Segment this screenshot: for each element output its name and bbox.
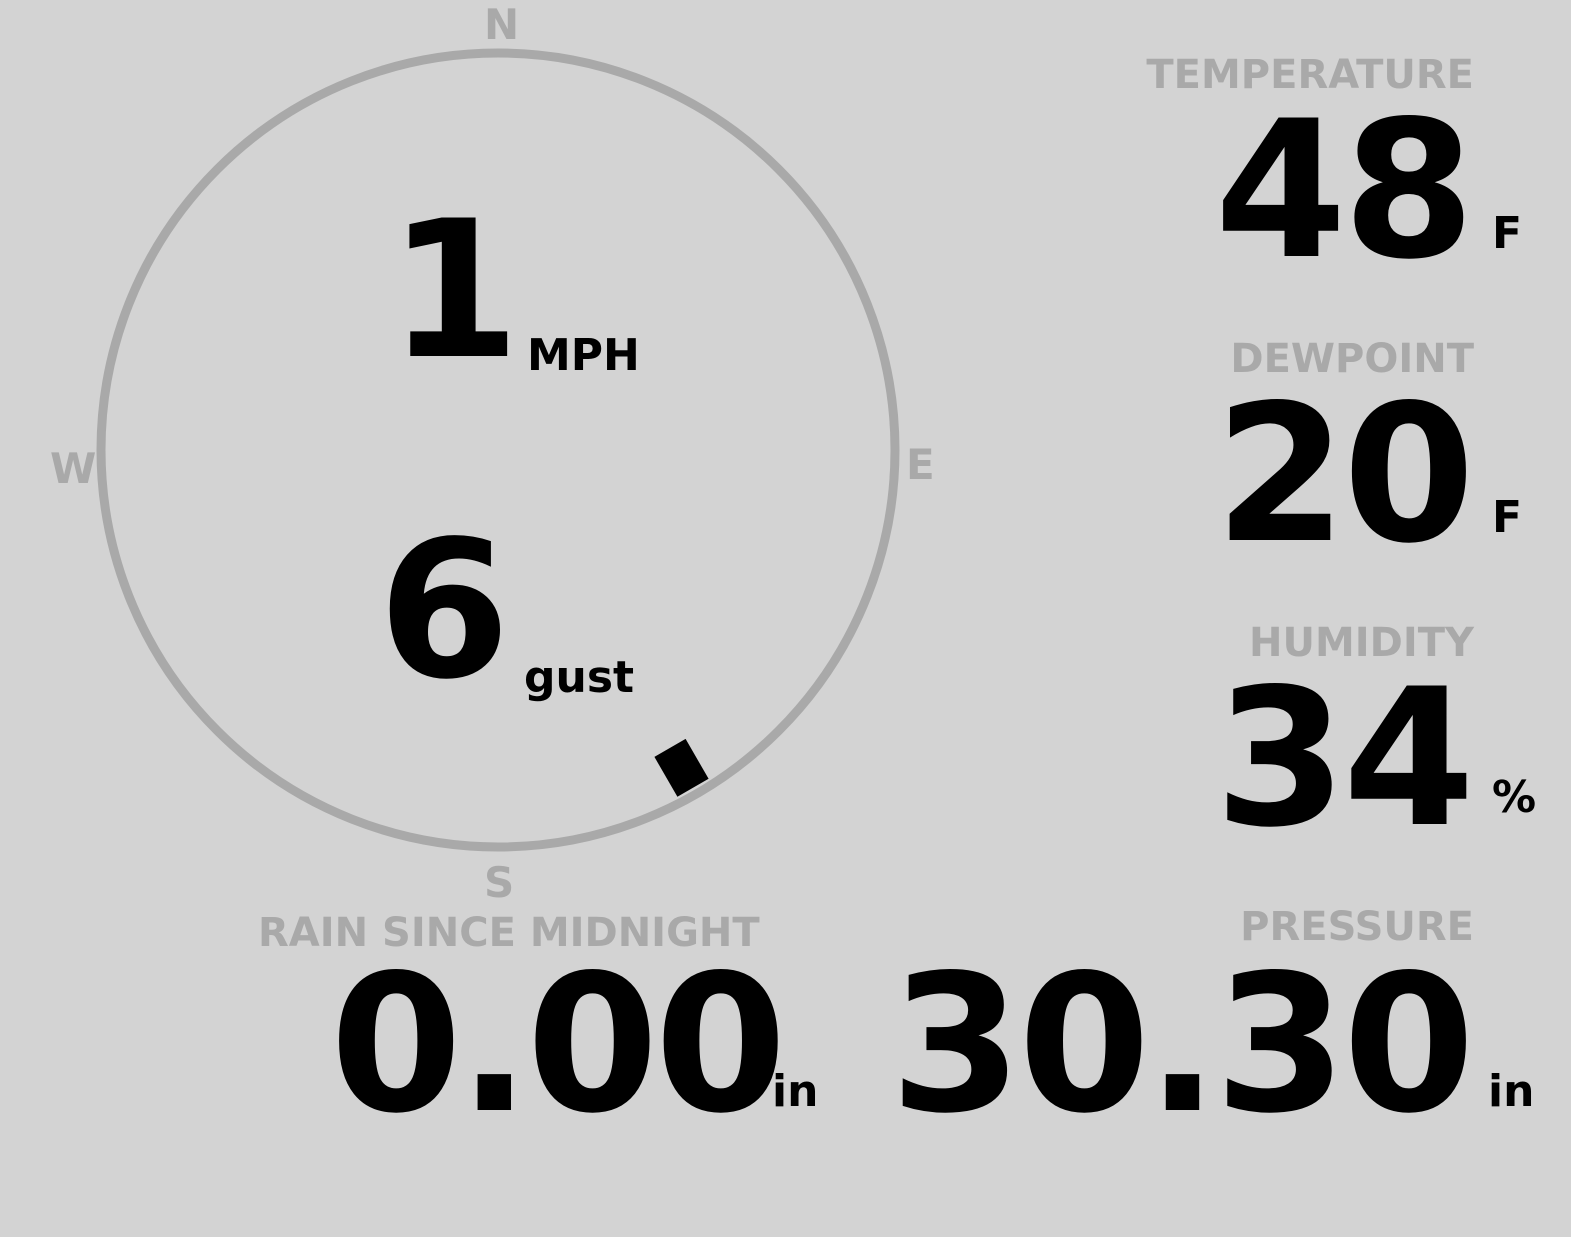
dewpoint-value: 20	[1214, 364, 1475, 585]
humidity-label: HUMIDITY	[1249, 620, 1474, 666]
temperature-unit: F	[1492, 208, 1523, 259]
pressure-unit: in	[1488, 1066, 1535, 1117]
dewpoint-unit: F	[1492, 492, 1523, 543]
wind-direction-marker	[654, 738, 709, 797]
wind-speed: 1	[388, 180, 520, 401]
pressure-label: PRESSURE	[1240, 904, 1474, 950]
humidity-value: 34	[1214, 648, 1475, 869]
humidity-unit: %	[1492, 772, 1537, 823]
compass-w: W	[50, 444, 97, 493]
wind-speed-unit: MPH	[527, 330, 640, 381]
compass-ring	[96, 48, 900, 852]
rain-unit: in	[772, 1066, 819, 1117]
dewpoint-label: DEWPOINT	[1230, 336, 1474, 382]
wind-gust-label: gust	[524, 652, 635, 703]
compass-e: E	[906, 440, 935, 489]
temperature-value: 48	[1214, 80, 1475, 301]
temperature-label: TEMPERATURE	[1146, 52, 1474, 98]
pressure-value: 30.30	[890, 934, 1475, 1155]
compass-n: N	[484, 0, 520, 49]
compass-s: S	[484, 858, 515, 907]
rain-value: 0.00	[330, 934, 787, 1155]
rain-label: RAIN SINCE MIDNIGHT	[258, 910, 760, 956]
wind-gust: 6	[378, 500, 510, 721]
